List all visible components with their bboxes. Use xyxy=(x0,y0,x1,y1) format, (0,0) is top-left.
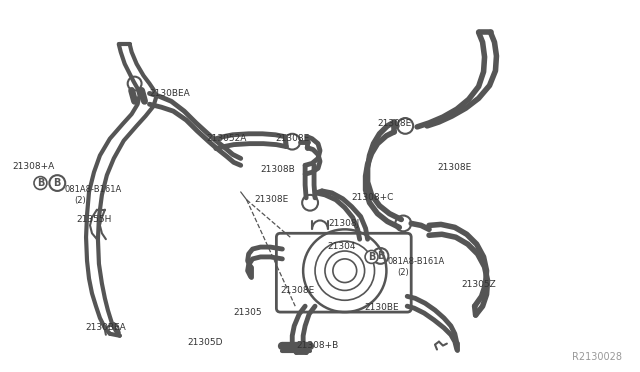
Text: B: B xyxy=(377,251,384,261)
Text: 21308E: 21308E xyxy=(280,286,315,295)
Text: 213052A: 213052A xyxy=(206,134,246,143)
Text: B: B xyxy=(36,178,44,188)
Text: 081A8-B161A: 081A8-B161A xyxy=(64,185,122,194)
Text: R2130028: R2130028 xyxy=(572,352,622,362)
Text: 2130BEA: 2130BEA xyxy=(150,89,190,99)
Text: 21308E: 21308E xyxy=(437,163,471,172)
Text: 21308E: 21308E xyxy=(378,119,412,128)
Text: 21305Z: 21305Z xyxy=(461,280,497,289)
Text: B: B xyxy=(54,178,61,188)
Text: (2): (2) xyxy=(74,196,86,205)
Text: 21305D: 21305D xyxy=(187,338,223,347)
Text: B: B xyxy=(368,252,375,262)
Text: 21308J: 21308J xyxy=(328,219,359,228)
Text: 21308E: 21308E xyxy=(255,195,289,204)
Text: 21308B: 21308B xyxy=(260,165,295,174)
Text: 081A8-B161A: 081A8-B161A xyxy=(387,257,445,266)
Text: 21308+A: 21308+A xyxy=(13,162,55,171)
Text: 2130BEA: 2130BEA xyxy=(85,323,126,332)
Text: 21355H: 21355H xyxy=(76,215,111,224)
Text: 21308+C: 21308+C xyxy=(352,193,394,202)
Text: (2): (2) xyxy=(397,268,409,277)
Text: 21308+B: 21308+B xyxy=(296,341,339,350)
Text: 21304: 21304 xyxy=(327,242,355,251)
Text: 21308E: 21308E xyxy=(275,134,310,143)
Text: 21305: 21305 xyxy=(234,308,262,317)
Text: 2130BE: 2130BE xyxy=(365,303,399,312)
